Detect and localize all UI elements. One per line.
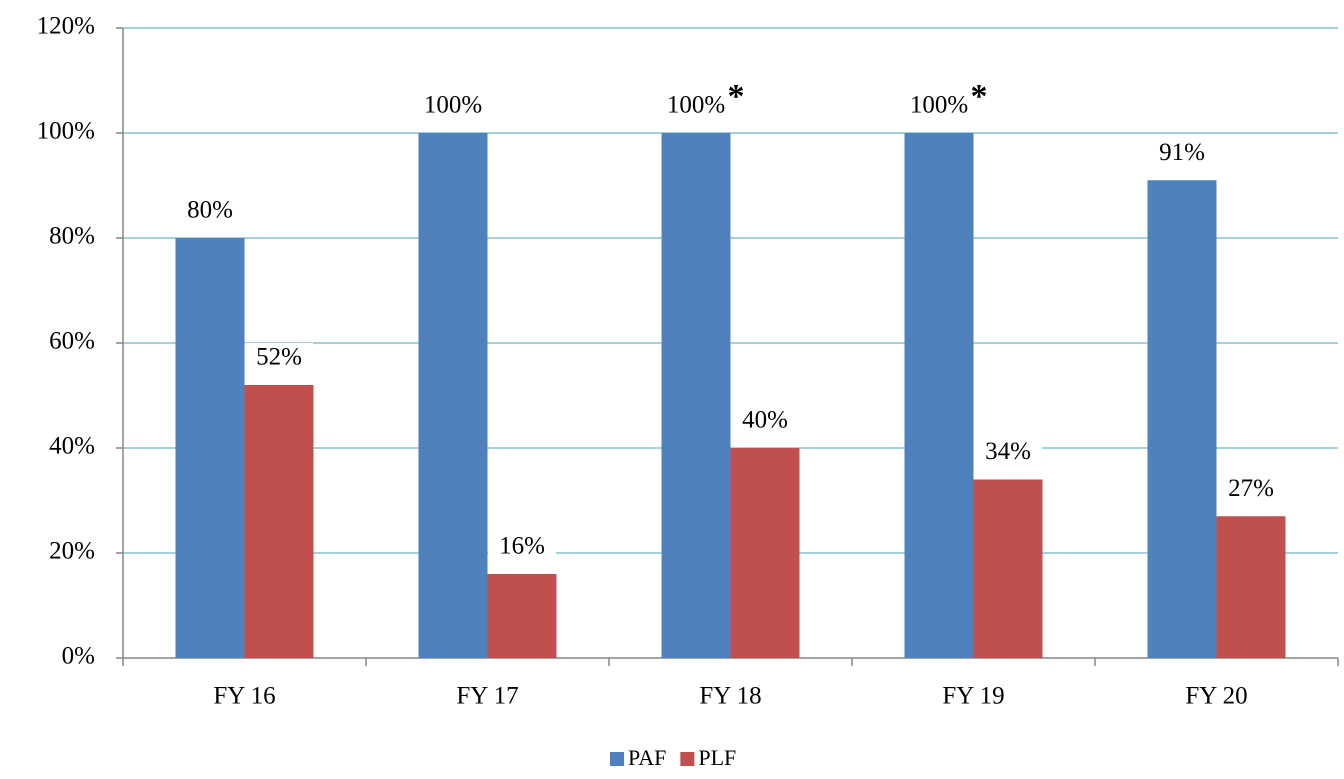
legend-swatch (680, 752, 695, 766)
y-tick-label: 100% (37, 118, 95, 145)
data-label: 27% (1228, 475, 1274, 502)
bar (1147, 180, 1217, 658)
x-tick-label: FY 16 (213, 683, 275, 710)
data-label: 40% (742, 407, 788, 434)
label-bg (662, 91, 730, 123)
annotation: * (728, 78, 745, 115)
x-tick-label: FY 20 (1185, 683, 1247, 710)
legend-label: PAF (628, 745, 666, 770)
y-tick-label: 120% (37, 13, 95, 40)
y-tick-label: 20% (49, 538, 95, 565)
annotation: * (971, 78, 988, 115)
label-bg (1148, 138, 1216, 171)
y-tick-label: 40% (49, 433, 95, 460)
x-tick-label: FY 18 (699, 683, 761, 710)
label-bg (1217, 474, 1285, 507)
bar (973, 479, 1043, 658)
data-label: 16% (499, 533, 545, 560)
bar (661, 133, 731, 658)
data-label: 100% (424, 92, 482, 119)
label-bg (731, 406, 799, 438)
data-label: 91% (1159, 139, 1205, 166)
label-bg (974, 437, 1042, 470)
bar (175, 238, 245, 658)
label-bg (905, 91, 973, 123)
bar (730, 448, 800, 658)
label-bg (245, 343, 313, 375)
x-tick-label: FY 17 (456, 683, 518, 710)
y-tick-label: 60% (49, 328, 95, 355)
legend-label: PLF (698, 745, 736, 770)
y-tick-label: 0% (62, 643, 95, 670)
label-bg (176, 196, 244, 228)
data-label: 100% (910, 92, 968, 119)
bar (487, 574, 557, 658)
legend-swatch (610, 752, 624, 766)
bar (244, 385, 314, 658)
data-label: 100% (667, 92, 725, 119)
data-label: 80% (187, 197, 233, 224)
bar (1216, 516, 1286, 658)
x-tick-label: FY 19 (942, 683, 1004, 710)
label-bg (488, 532, 556, 564)
bar (418, 133, 488, 658)
bar (904, 133, 974, 658)
data-label: 34% (985, 438, 1031, 465)
data-label: 52% (256, 344, 302, 371)
y-tick-label: 80% (49, 223, 95, 250)
label-bg (419, 91, 487, 123)
